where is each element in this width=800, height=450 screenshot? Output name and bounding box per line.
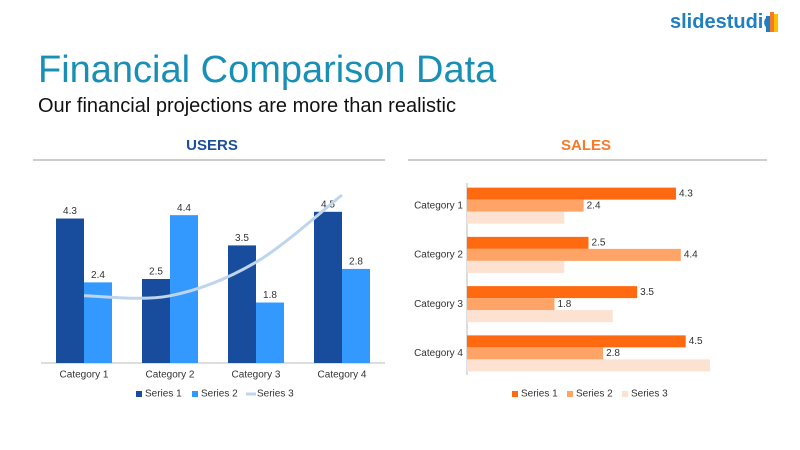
bar xyxy=(467,199,584,212)
data-label: 4.4 xyxy=(177,203,191,214)
y-tick-label: Category 1 xyxy=(414,200,463,211)
x-tick-label: Category 3 xyxy=(232,370,281,381)
data-label: 1.8 xyxy=(557,299,571,310)
bar xyxy=(314,211,342,363)
data-label: 2.8 xyxy=(606,348,620,359)
x-tick-label: Category 2 xyxy=(146,370,195,381)
data-label: 3.5 xyxy=(640,287,654,298)
bar xyxy=(467,286,638,299)
legend-label: Series 1 xyxy=(521,389,558,400)
data-label: 2.4 xyxy=(587,200,601,211)
bar xyxy=(467,335,686,348)
legend-swatch xyxy=(136,391,142,397)
legend-swatch xyxy=(622,391,628,397)
data-label: 4.5 xyxy=(689,336,703,347)
bar xyxy=(467,310,613,323)
bar xyxy=(467,347,604,360)
legend-label: Series 3 xyxy=(257,389,294,400)
logo-icon xyxy=(766,12,778,32)
legend-label: Series 2 xyxy=(201,389,238,400)
slide-title: Financial Comparison Data xyxy=(38,49,497,91)
bar xyxy=(467,298,555,311)
bar xyxy=(56,218,84,363)
slide-subtitle: Our financial projections are more than … xyxy=(38,95,456,117)
data-label: 1.8 xyxy=(263,290,277,301)
bar xyxy=(467,236,589,249)
chart-title: USERS xyxy=(186,137,238,154)
legend-swatch xyxy=(192,391,198,397)
bar xyxy=(467,211,565,224)
legend-swatch xyxy=(567,391,573,397)
x-tick-label: Category 4 xyxy=(318,370,367,381)
bar xyxy=(467,187,676,200)
legend-label: Series 3 xyxy=(631,389,668,400)
bar xyxy=(142,279,170,363)
y-tick-label: Category 3 xyxy=(414,299,463,310)
bar xyxy=(342,268,370,363)
y-tick-label: Category 2 xyxy=(414,250,463,261)
bar xyxy=(256,302,284,363)
logo-text: slidestudio xyxy=(670,11,776,33)
y-tick-label: Category 4 xyxy=(414,348,463,359)
legend-label: Series 2 xyxy=(576,389,613,400)
data-label: 4.4 xyxy=(684,250,698,261)
data-label: 3.5 xyxy=(235,233,249,244)
data-label: 4.3 xyxy=(679,188,693,199)
chart-title: SALES xyxy=(561,137,611,154)
line-series xyxy=(83,193,343,300)
data-label: 2.4 xyxy=(91,270,105,281)
bar xyxy=(467,248,681,261)
data-label: 4.3 xyxy=(63,206,77,217)
legend-label: Series 1 xyxy=(145,389,182,400)
data-label: 2.5 xyxy=(592,238,606,249)
data-label: 2.8 xyxy=(349,257,363,268)
data-label: 2.5 xyxy=(149,267,163,278)
legend-swatch xyxy=(512,391,518,397)
bar xyxy=(467,260,565,273)
x-tick-label: Category 1 xyxy=(60,370,109,381)
bar xyxy=(467,359,710,372)
